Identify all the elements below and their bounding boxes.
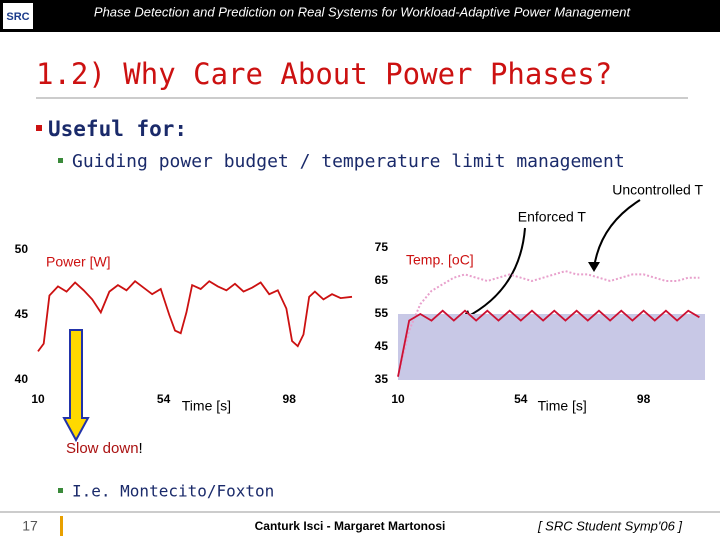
y-tick-label: 65 [375, 273, 389, 287]
x-axis-label: Time [s] [538, 398, 587, 414]
y-tick-label: 40 [15, 372, 29, 386]
y-tick-label: 50 [15, 242, 29, 256]
slide-title: 1.2) Why Care About Power Phases? [36, 57, 612, 91]
x-tick-label: 98 [283, 392, 297, 406]
footer-authors: Canturk Isci - Margaret Martonosi [255, 519, 446, 533]
limit-area [398, 314, 705, 380]
sub-bullet: Guiding power budget / temperature limit… [72, 151, 625, 172]
header-bar [0, 0, 720, 32]
x-tick-label: 10 [391, 392, 405, 406]
y-tick-label: 35 [375, 372, 389, 386]
series-line [397, 309, 700, 377]
x-tick-label: 54 [157, 392, 171, 406]
charts: 40 45 50 10 54 98 Power [W] Time [s] 35 45 55 65 75 1… [15, 240, 705, 414]
footer-venue: [ SRC Student Symp'06 ] [537, 518, 682, 533]
y-axis-label: Power [W] [46, 254, 111, 270]
y-tick-label: 75 [375, 240, 389, 254]
bullet-marker [58, 158, 63, 163]
annotation: Enforced T [518, 209, 587, 225]
bullet-marker [58, 488, 63, 493]
arrow-head [588, 262, 600, 272]
series-line [37, 279, 353, 352]
bullet: Useful for: [48, 117, 187, 141]
arrow [593, 199, 641, 269]
x-axis-label: Time [s] [182, 398, 231, 414]
y-tick-label: 45 [375, 339, 389, 353]
footer-marker [60, 516, 63, 536]
logo-box [3, 3, 33, 29]
annotation: Uncontrolled T [612, 182, 703, 198]
x-tick-label: 98 [637, 392, 651, 406]
y-axis-label: Temp. [oC] [406, 252, 474, 268]
header-subtitle: Phase Detection and Prediction on Real S… [94, 4, 632, 19]
series-line [397, 270, 700, 377]
logo: SRC [6, 11, 29, 23]
arrow [464, 227, 526, 319]
x-tick-label: 10 [31, 392, 45, 406]
sub-bullet: I.e. Montecito/Foxton [72, 482, 274, 501]
y-tick-label: 45 [15, 307, 29, 321]
page-number: 17 [22, 518, 38, 534]
bullet-marker [36, 125, 42, 131]
y-tick-label: 55 [375, 306, 389, 320]
slow-down-label: Slow down! [66, 440, 143, 457]
x-tick-label: 54 [514, 392, 528, 406]
slow-down-arrow [62, 329, 90, 443]
